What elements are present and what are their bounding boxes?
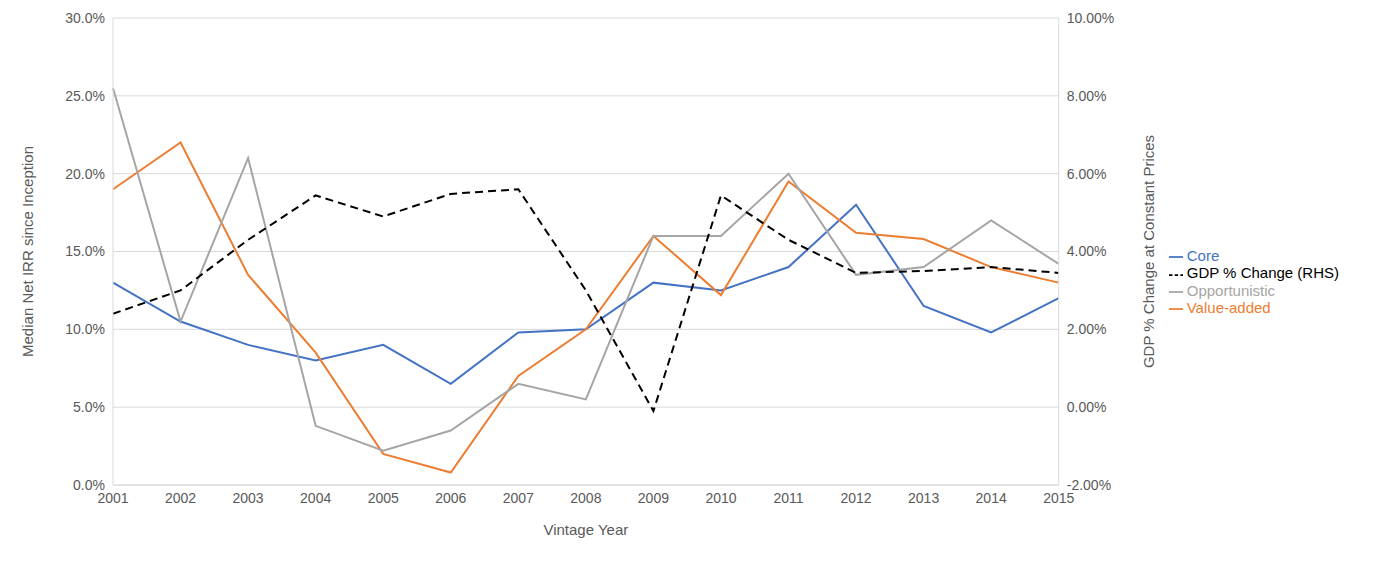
svg-text:2015: 2015	[1043, 489, 1075, 506]
svg-text:2007: 2007	[503, 490, 534, 506]
svg-text:2012: 2012	[840, 490, 871, 506]
svg-text:4.00%: 4.00%	[1067, 243, 1107, 259]
svg-text:10.0%: 10.0%	[65, 321, 105, 337]
svg-text:6.00%: 6.00%	[1067, 166, 1107, 182]
svg-text:2008: 2008	[570, 490, 601, 506]
svg-text:2005: 2005	[368, 490, 399, 506]
svg-text:5.0%: 5.0%	[73, 399, 105, 415]
svg-text:2002: 2002	[165, 490, 196, 506]
html-text:GDP % Change (RHS): GDP % Change (RHS)	[1186, 264, 1339, 282]
svg-text:2011: 2011	[773, 490, 803, 506]
svg-text:10.00%: 10.00%	[1067, 10, 1114, 26]
svg-text:2014: 2014	[976, 490, 1007, 506]
svg-text:2013: 2013	[908, 490, 939, 506]
svg-text:2009: 2009	[638, 490, 669, 506]
svg-text:2004: 2004	[300, 490, 331, 506]
svg-text:-2.00%: -2.00%	[1067, 477, 1111, 493]
svg-text:25.0%: 25.0%	[65, 88, 105, 104]
svg-text:8.00%: 8.00%	[1067, 88, 1107, 104]
svg-text:0.0%: 0.0%	[73, 477, 105, 493]
html-text:Opportunistic: Opportunistic	[1186, 281, 1276, 299]
svg-text:GDP % Change at Constant Price: GDP % Change at Constant Prices	[1140, 135, 1157, 368]
svg-text:15.0%: 15.0%	[65, 243, 105, 259]
svg-text:2006: 2006	[435, 490, 466, 506]
svg-text:2003: 2003	[233, 490, 264, 506]
html-text:Core: Core	[1186, 247, 1220, 265]
svg-text:30.0%: 30.0%	[65, 10, 105, 26]
svg-text:Median Net IRR since Inception: Median Net IRR since Inception	[19, 146, 36, 357]
svg-text:Vintage Year: Vintage Year	[543, 521, 628, 538]
svg-text:2.00%: 2.00%	[1067, 321, 1107, 337]
svg-text:20.0%: 20.0%	[65, 166, 105, 182]
svg-text:2010: 2010	[705, 490, 736, 506]
svg-text:0.00%: 0.00%	[1067, 399, 1107, 415]
svg-text:2001: 2001	[97, 489, 129, 506]
html-text:Value-added: Value-added	[1186, 298, 1271, 316]
